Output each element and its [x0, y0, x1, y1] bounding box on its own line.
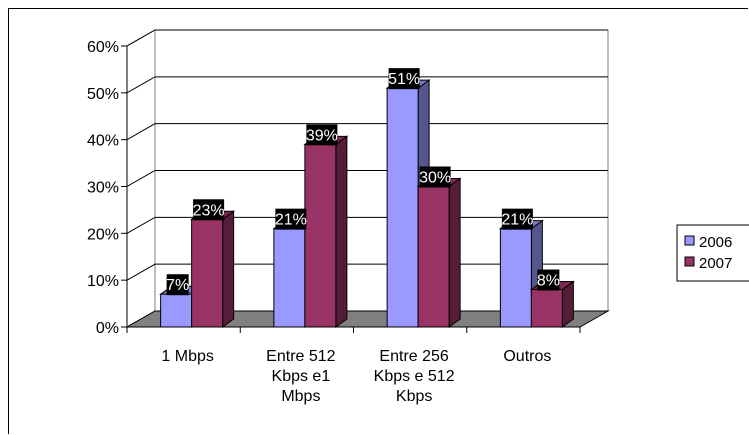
bar [304, 143, 337, 328]
chart-frame [8, 8, 748, 434]
data-label: 21% [275, 212, 307, 229]
y-tick-label: 30% [87, 180, 119, 197]
gridline [126, 29, 608, 47]
bar-side [335, 135, 348, 328]
legend-swatch [684, 235, 695, 246]
x-tick-label: Outros [503, 348, 551, 365]
legend-label: 2007 [699, 255, 732, 272]
gridline [126, 123, 608, 141]
bar [386, 87, 419, 328]
data-label: 23% [193, 202, 225, 219]
bar [530, 289, 563, 328]
x-axis: 1 Mbps Entre 512 Kbps e1 Mbps Entre 256 Kbps … [126, 326, 581, 405]
bar [417, 186, 450, 328]
y-tick-label: 50% [87, 86, 119, 103]
bar-side [222, 210, 235, 328]
y-axis: 0% 10% 20% 30% 40% 50% 60% [87, 39, 128, 337]
x-tick-label: Entre 256 [379, 348, 448, 365]
y-tick-label: 20% [87, 226, 119, 243]
legend-box [676, 224, 749, 282]
y-tick-label: 10% [87, 273, 119, 290]
legend-label: 2006 [699, 234, 732, 251]
data-label-box [275, 208, 307, 230]
x-tick-label: 1 Mbps [161, 348, 213, 365]
data-labels: 7% 23% 21% 39% 51% 30% 21% 8% [166, 68, 560, 296]
legend-swatch [684, 256, 695, 267]
y-tick-label: 40% [87, 133, 119, 150]
gridline [126, 170, 608, 187]
bar [499, 228, 532, 328]
y-tick-label: 0% [96, 320, 119, 337]
data-label-box [166, 274, 189, 296]
x-tick-label: Kbps e 512 [374, 368, 455, 385]
x-tick-label: Kbps [396, 388, 432, 405]
data-label: 51% [388, 71, 420, 88]
data-label: 7% [166, 277, 189, 294]
x-tick-label: Mbps [281, 388, 320, 405]
data-label-box [306, 124, 338, 146]
x-tick-label: Entre 512 [266, 348, 335, 365]
data-label-box [419, 166, 451, 188]
data-label-box [501, 208, 533, 230]
data-label-box [388, 68, 420, 90]
bar [160, 293, 193, 328]
x-tick-label: Kbps e1 [272, 368, 331, 385]
y-tick-label: 60% [87, 39, 119, 56]
data-label: 39% [306, 127, 338, 144]
bar [191, 218, 224, 328]
bar-side [448, 177, 461, 328]
data-label-box [193, 199, 225, 221]
data-label-box [537, 269, 560, 291]
gridline [126, 76, 608, 94]
bars [159, 79, 575, 328]
data-label: 8% [537, 273, 560, 290]
data-label: 30% [419, 170, 451, 187]
data-label: 21% [501, 212, 533, 229]
bar [273, 228, 306, 328]
legend: 2006 2007 [676, 224, 749, 282]
